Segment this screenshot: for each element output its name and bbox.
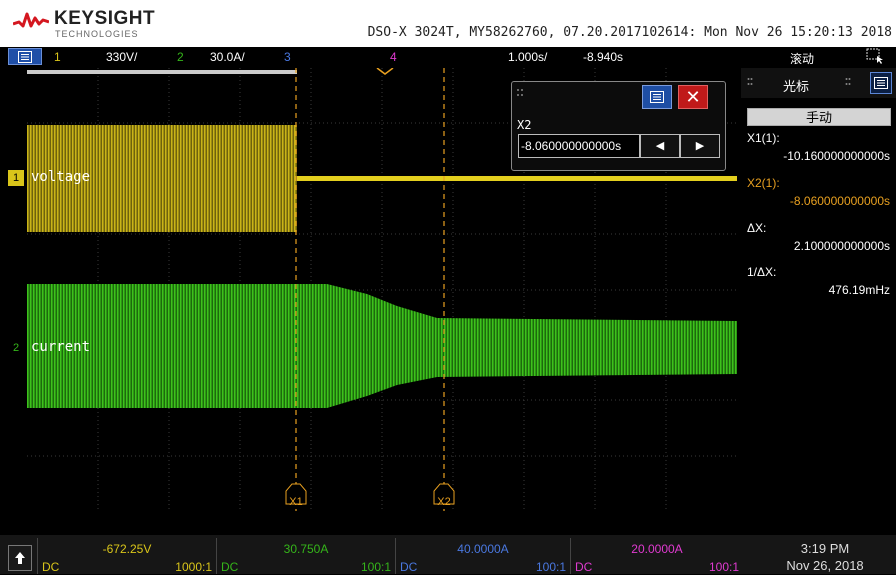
ch2-ground-marker[interactable]: 2 xyxy=(12,342,20,354)
footer xyxy=(0,535,896,574)
ch1-ground-marker[interactable]: 1 xyxy=(8,170,24,186)
menu-icon xyxy=(18,51,32,63)
waveform-canvas[interactable] xyxy=(27,68,737,511)
ch2-trace-label: current xyxy=(31,339,91,355)
ch1-offset: -672.25V xyxy=(102,542,152,556)
x2-label: X2(1): xyxy=(747,176,780,190)
ch1-number[interactable]: 1 xyxy=(54,50,61,64)
pointer-icon[interactable] xyxy=(866,48,884,67)
ch1-trace-envelope xyxy=(27,125,297,232)
ch2-footer[interactable]: 30.750A DC 100:1 xyxy=(216,538,395,574)
ch3-offset: 40.0000A xyxy=(457,542,509,556)
brand-name: KEYSIGHT xyxy=(54,8,156,29)
expand-button[interactable] xyxy=(8,545,32,571)
drag-handle-icon[interactable] xyxy=(845,77,851,89)
device-info: DSO-X 3024T, MY58262760, 07.20.201710261… xyxy=(367,25,892,40)
ch4-coupling: DC xyxy=(575,560,593,574)
ch1-scale[interactable]: 330V/ xyxy=(106,50,138,64)
increment-button[interactable]: ▶ xyxy=(680,134,720,158)
ch2-scale[interactable]: 30.0A/ xyxy=(210,50,245,64)
ch2-number[interactable]: 2 xyxy=(177,50,184,64)
rolling-history-bar xyxy=(27,70,297,74)
clock-time: 3:19 PM xyxy=(800,541,850,556)
drag-handle-icon[interactable] xyxy=(516,88,524,102)
ch3-probe-ratio: 100:1 xyxy=(535,560,566,574)
clock-date: Nov 26, 2018 xyxy=(786,558,864,573)
trigger-delay[interactable]: -8.940s xyxy=(583,50,624,64)
ch1-footer[interactable]: -672.25V DC 1000:1 xyxy=(37,538,216,574)
ch4-probe-ratio: 100:1 xyxy=(708,560,739,574)
cursor-x2-marker[interactable] xyxy=(433,483,455,505)
dialog-cursor-label: X2 xyxy=(517,118,532,132)
ch4-footer[interactable]: 20.0000A DC 100:1 xyxy=(570,538,743,574)
delta-x-label: ΔX: xyxy=(747,221,767,235)
header: KEYSIGHT TECHNOLOGIES DSO-X 3024T, MY582… xyxy=(0,0,896,47)
side-panel-menu-button[interactable] xyxy=(870,72,892,94)
drag-handle-icon[interactable] xyxy=(747,77,753,89)
menu-icon xyxy=(874,77,888,89)
decrement-button[interactable]: ◀ xyxy=(640,134,680,158)
close-icon: ✕ xyxy=(685,87,701,107)
side-panel-header: 光标 xyxy=(741,68,896,98)
ch3-coupling: DC xyxy=(400,560,418,574)
x2-value[interactable]: -8.060000000000s xyxy=(789,194,890,208)
cursor-side-panel: 光标 手动 X1(1): -10.160000000000s X2(1): -8… xyxy=(741,68,896,511)
ch2-coupling: DC xyxy=(221,560,239,574)
delta-x-value: 2.100000000000s xyxy=(793,239,890,253)
trigger-position-marker xyxy=(376,68,394,75)
ch1-probe-ratio: 1000:1 xyxy=(175,560,212,574)
timebase[interactable]: 1.000s/ xyxy=(508,50,548,64)
ch1-coupling: DC xyxy=(42,560,60,574)
ch3-footer[interactable]: 40.0000A DC 100:1 xyxy=(395,538,570,574)
menu-icon xyxy=(650,91,664,103)
cursor-mode-button[interactable]: 手动 xyxy=(747,108,891,126)
cursor-value-dialog[interactable]: ✕ X2 -8.060000000000s ◀ ▶ xyxy=(511,81,726,171)
acquisition-mode[interactable]: 滚动 xyxy=(790,52,815,66)
inverse-delta-x-label: 1/ΔX: xyxy=(747,265,777,279)
dialog-close-button[interactable]: ✕ xyxy=(678,85,708,109)
ch4-number[interactable]: 4 xyxy=(390,50,397,64)
brand-subtitle: TECHNOLOGIES xyxy=(55,29,139,39)
dialog-menu-button[interactable] xyxy=(642,85,672,109)
ch1-trace-flat xyxy=(297,176,737,181)
clock[interactable]: 3:19 PM Nov 26, 2018 xyxy=(760,540,890,574)
cursor-value-field[interactable]: -8.060000000000s xyxy=(518,134,640,158)
ch2-trace-envelope xyxy=(27,284,737,408)
waveform-display[interactable]: voltage current X1 X2 xyxy=(27,68,737,511)
cursor-x2-label: X2 xyxy=(437,496,451,508)
channel-bar: 1 330V/ 2 30.0A/ 3 4 1.000s/ -8.940s 滚动 xyxy=(0,47,896,67)
ch4-offset: 20.0000A xyxy=(631,542,683,556)
spacer-strip xyxy=(0,511,896,535)
ch2-probe-ratio: 100:1 xyxy=(360,560,391,574)
ch1-trace-label: voltage xyxy=(31,169,91,185)
keysight-logo-icon xyxy=(13,12,49,28)
side-panel-title: 光标 xyxy=(783,79,810,94)
x1-label: X1(1): xyxy=(747,131,780,145)
x1-value[interactable]: -10.160000000000s xyxy=(783,149,890,163)
main-menu-button[interactable] xyxy=(8,48,42,65)
ch2-offset: 30.750A xyxy=(283,542,329,556)
inverse-delta-x-value: 476.19mHz xyxy=(828,283,890,297)
up-arrow-icon xyxy=(15,552,25,564)
ch3-number[interactable]: 3 xyxy=(284,50,291,64)
cursor-x1-label: X1 xyxy=(289,496,303,508)
cursor-x1-marker[interactable] xyxy=(285,483,307,505)
